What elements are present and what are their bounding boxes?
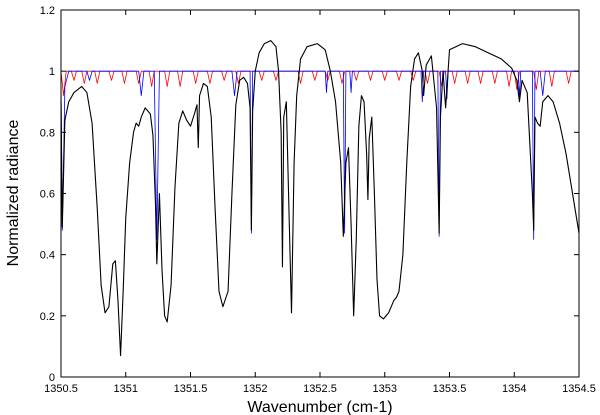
x-tick-label: 1352 (243, 383, 267, 395)
series-line-2 (60, 40, 580, 357)
tick-layer: 1350.5 1351 1351.5 1352 1352.5 1353 1353.5 1354… (40, 5, 596, 395)
y-tick-label: 0.8 (40, 127, 55, 139)
x-tick-label: 1352.5 (303, 383, 337, 395)
x-tick-label: 1353.5 (433, 383, 467, 395)
series-line-1 (60, 70, 579, 240)
series-layer (60, 40, 580, 357)
x-tick-label: 1353 (373, 383, 397, 395)
x-tick-label: 1351 (114, 383, 138, 395)
x-tick-label: 1354 (502, 383, 526, 395)
y-tick-label: 1.2 (40, 5, 55, 17)
y-tick-label: 0.6 (40, 189, 55, 201)
x-tick-label: 1351.5 (174, 383, 208, 395)
x-axis-label: Wavenumber (cm-1) (247, 399, 392, 415)
y-tick-label: 1 (49, 66, 55, 78)
y-axis-label: Normalized radiance (5, 120, 22, 267)
plot-frame (60, 9, 580, 378)
x-tick-label: 1350.5 (44, 383, 78, 395)
x-tick-label: 1354.5 (562, 383, 596, 395)
y-tick-label: 0 (49, 372, 55, 384)
y-tick-label: 0.2 (40, 311, 55, 323)
y-tick-label: 0.4 (40, 250, 55, 262)
